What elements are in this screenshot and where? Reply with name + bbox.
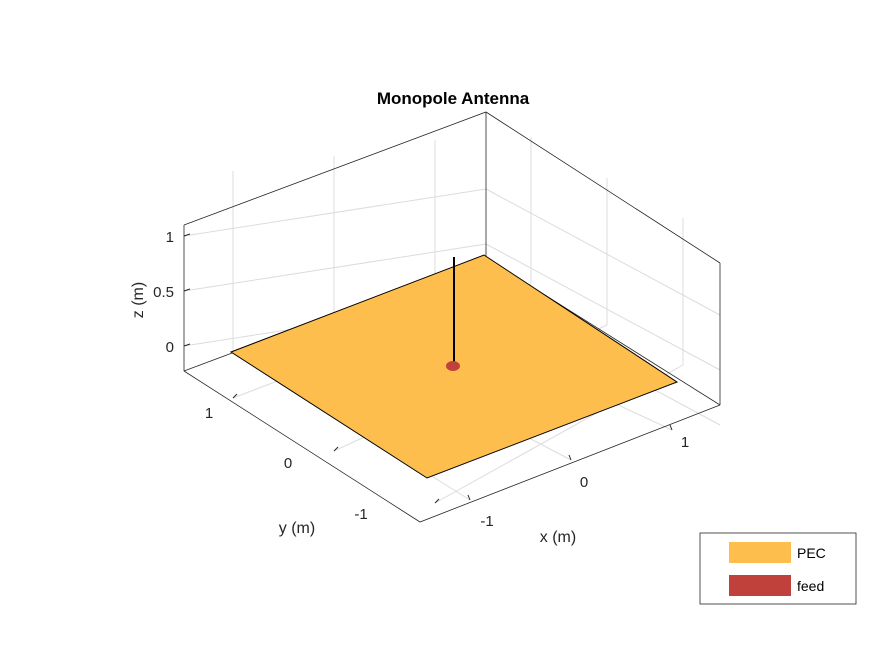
x-tick-label: 0 bbox=[580, 474, 588, 491]
x-tick-mark bbox=[568, 454, 572, 461]
legend: PEC feed bbox=[699, 532, 857, 605]
z-tick-label: 0 bbox=[166, 339, 174, 356]
box-floor-front-edge bbox=[183, 370, 721, 523]
feed-point bbox=[446, 361, 460, 371]
grid-line bbox=[485, 188, 721, 316]
y-tick-mark bbox=[333, 446, 339, 452]
legend-swatch-pec bbox=[729, 542, 791, 563]
x-tick-labels: -1 0 1 bbox=[480, 434, 689, 530]
x-tick-label: -1 bbox=[480, 513, 493, 530]
y-tick-label: 1 bbox=[205, 405, 213, 422]
axes-box bbox=[183, 111, 721, 523]
z-tick-label: 0.5 bbox=[153, 284, 174, 301]
z-axis-label: z (m) bbox=[130, 282, 147, 318]
z-tick-mark bbox=[183, 233, 191, 237]
box-top-back-edge bbox=[183, 111, 721, 264]
x-tick-label: 1 bbox=[681, 434, 689, 451]
grid-line bbox=[183, 243, 487, 292]
y-tick-label: -1 bbox=[354, 506, 367, 523]
z-tick-labels: 1 0.5 0 bbox=[153, 229, 174, 356]
z-tick-label: 1 bbox=[166, 229, 174, 246]
antenna-geometry bbox=[229, 254, 679, 479]
figure-title: Monopole Antenna bbox=[377, 89, 530, 108]
x-tick-mark bbox=[467, 494, 471, 501]
y-axis-label: y (m) bbox=[279, 520, 315, 537]
y-tick-mark bbox=[232, 393, 238, 399]
tick-marks bbox=[183, 233, 673, 504]
y-tick-labels: 1 0 -1 bbox=[205, 405, 368, 523]
grid-line bbox=[485, 243, 721, 371]
z-tick-mark bbox=[183, 288, 191, 292]
legend-label-pec: PEC bbox=[797, 545, 826, 561]
x-tick-mark bbox=[669, 424, 673, 431]
y-tick-label: 0 bbox=[284, 455, 292, 472]
legend-swatch-feed bbox=[729, 575, 791, 596]
x-axis-label: x (m) bbox=[540, 529, 576, 546]
grid-line bbox=[183, 188, 487, 237]
legend-label-feed: feed bbox=[797, 578, 824, 594]
y-tick-mark bbox=[434, 498, 440, 504]
z-tick-mark bbox=[183, 343, 191, 347]
